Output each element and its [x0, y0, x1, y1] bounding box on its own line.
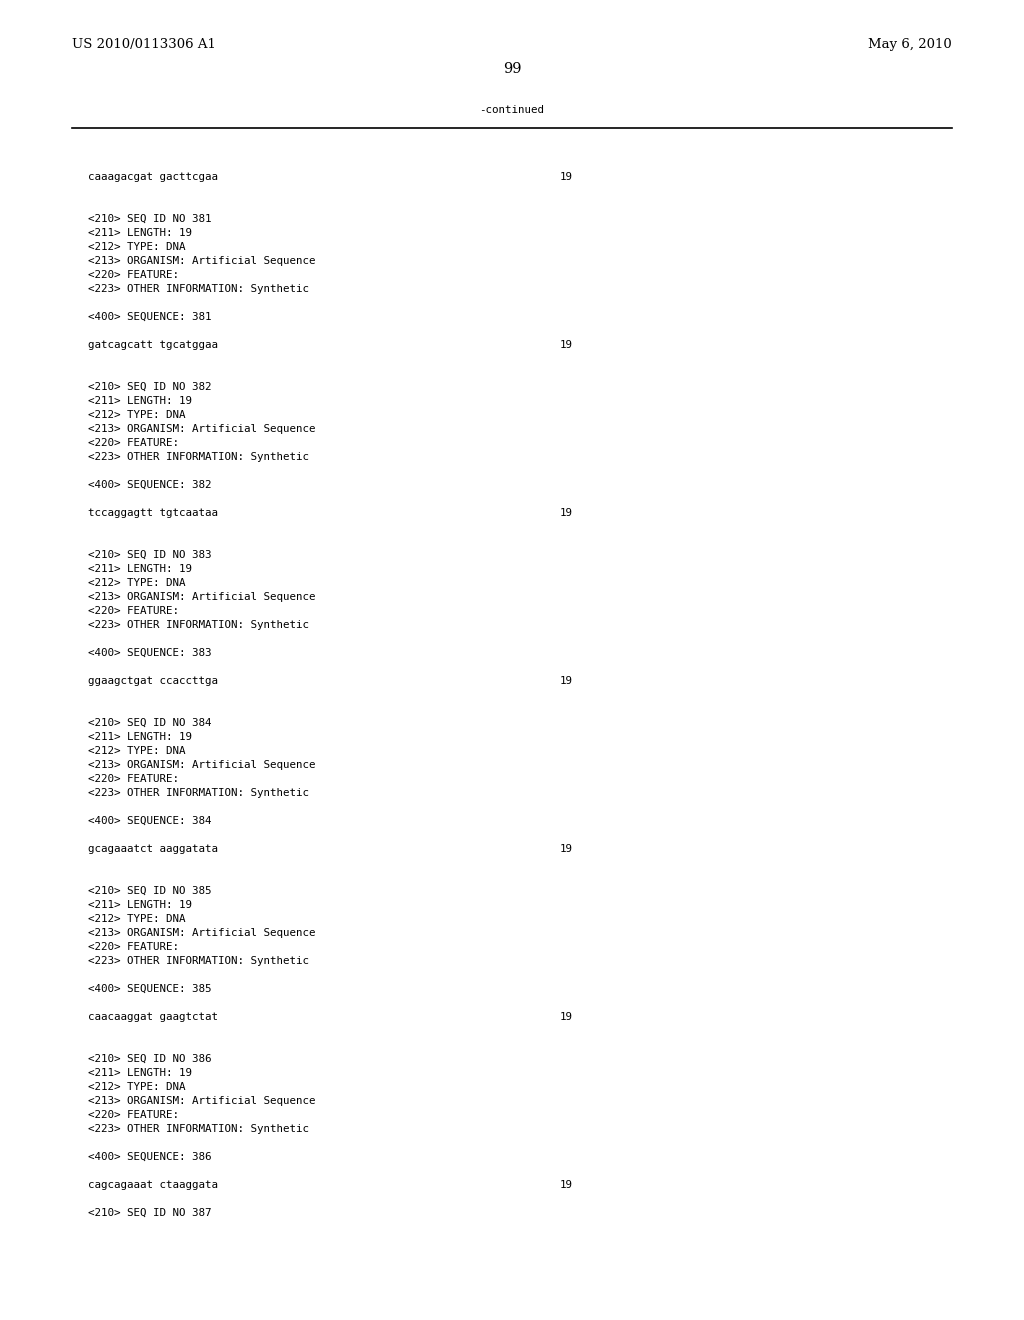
- Text: <210> SEQ ID NO 385: <210> SEQ ID NO 385: [88, 886, 212, 896]
- Text: <213> ORGANISM: Artificial Sequence: <213> ORGANISM: Artificial Sequence: [88, 760, 315, 770]
- Text: <400> SEQUENCE: 384: <400> SEQUENCE: 384: [88, 816, 212, 826]
- Text: gcagaaatct aaggatata: gcagaaatct aaggatata: [88, 843, 218, 854]
- Text: May 6, 2010: May 6, 2010: [868, 38, 952, 51]
- Text: US 2010/0113306 A1: US 2010/0113306 A1: [72, 38, 216, 51]
- Text: <213> ORGANISM: Artificial Sequence: <213> ORGANISM: Artificial Sequence: [88, 424, 315, 434]
- Text: <220> FEATURE:: <220> FEATURE:: [88, 774, 179, 784]
- Text: <223> OTHER INFORMATION: Synthetic: <223> OTHER INFORMATION: Synthetic: [88, 1125, 309, 1134]
- Text: <210> SEQ ID NO 384: <210> SEQ ID NO 384: [88, 718, 212, 729]
- Text: <400> SEQUENCE: 381: <400> SEQUENCE: 381: [88, 312, 212, 322]
- Text: <213> ORGANISM: Artificial Sequence: <213> ORGANISM: Artificial Sequence: [88, 591, 315, 602]
- Text: <223> OTHER INFORMATION: Synthetic: <223> OTHER INFORMATION: Synthetic: [88, 451, 309, 462]
- Text: <211> LENGTH: 19: <211> LENGTH: 19: [88, 1068, 193, 1078]
- Text: 99: 99: [503, 62, 521, 77]
- Text: 19: 19: [560, 676, 573, 686]
- Text: <213> ORGANISM: Artificial Sequence: <213> ORGANISM: Artificial Sequence: [88, 1096, 315, 1106]
- Text: <212> TYPE: DNA: <212> TYPE: DNA: [88, 913, 185, 924]
- Text: <220> FEATURE:: <220> FEATURE:: [88, 271, 179, 280]
- Text: cagcagaaat ctaaggata: cagcagaaat ctaaggata: [88, 1180, 218, 1191]
- Text: 19: 19: [560, 172, 573, 182]
- Text: <223> OTHER INFORMATION: Synthetic: <223> OTHER INFORMATION: Synthetic: [88, 956, 309, 966]
- Text: <212> TYPE: DNA: <212> TYPE: DNA: [88, 411, 185, 420]
- Text: <220> FEATURE:: <220> FEATURE:: [88, 1110, 179, 1119]
- Text: <220> FEATURE:: <220> FEATURE:: [88, 942, 179, 952]
- Text: 19: 19: [560, 508, 573, 517]
- Text: <211> LENGTH: 19: <211> LENGTH: 19: [88, 228, 193, 238]
- Text: <212> TYPE: DNA: <212> TYPE: DNA: [88, 746, 185, 756]
- Text: <220> FEATURE:: <220> FEATURE:: [88, 606, 179, 616]
- Text: <213> ORGANISM: Artificial Sequence: <213> ORGANISM: Artificial Sequence: [88, 256, 315, 267]
- Text: <210> SEQ ID NO 381: <210> SEQ ID NO 381: [88, 214, 212, 224]
- Text: <400> SEQUENCE: 382: <400> SEQUENCE: 382: [88, 480, 212, 490]
- Text: <210> SEQ ID NO 382: <210> SEQ ID NO 382: [88, 381, 212, 392]
- Text: <400> SEQUENCE: 385: <400> SEQUENCE: 385: [88, 983, 212, 994]
- Text: <212> TYPE: DNA: <212> TYPE: DNA: [88, 1082, 185, 1092]
- Text: <223> OTHER INFORMATION: Synthetic: <223> OTHER INFORMATION: Synthetic: [88, 788, 309, 799]
- Text: 19: 19: [560, 341, 573, 350]
- Text: gatcagcatt tgcatggaa: gatcagcatt tgcatggaa: [88, 341, 218, 350]
- Text: <210> SEQ ID NO 383: <210> SEQ ID NO 383: [88, 550, 212, 560]
- Text: <400> SEQUENCE: 383: <400> SEQUENCE: 383: [88, 648, 212, 657]
- Text: ggaagctgat ccaccttga: ggaagctgat ccaccttga: [88, 676, 218, 686]
- Text: 19: 19: [560, 1012, 573, 1022]
- Text: <210> SEQ ID NO 387: <210> SEQ ID NO 387: [88, 1208, 212, 1218]
- Text: <211> LENGTH: 19: <211> LENGTH: 19: [88, 564, 193, 574]
- Text: 19: 19: [560, 843, 573, 854]
- Text: <213> ORGANISM: Artificial Sequence: <213> ORGANISM: Artificial Sequence: [88, 928, 315, 939]
- Text: <223> OTHER INFORMATION: Synthetic: <223> OTHER INFORMATION: Synthetic: [88, 620, 309, 630]
- Text: -continued: -continued: [479, 106, 545, 115]
- Text: <223> OTHER INFORMATION: Synthetic: <223> OTHER INFORMATION: Synthetic: [88, 284, 309, 294]
- Text: tccaggagtt tgtcaataa: tccaggagtt tgtcaataa: [88, 508, 218, 517]
- Text: <400> SEQUENCE: 386: <400> SEQUENCE: 386: [88, 1152, 212, 1162]
- Text: <211> LENGTH: 19: <211> LENGTH: 19: [88, 900, 193, 909]
- Text: caaagacgat gacttcgaa: caaagacgat gacttcgaa: [88, 172, 218, 182]
- Text: <212> TYPE: DNA: <212> TYPE: DNA: [88, 578, 185, 587]
- Text: caacaaggat gaagtctat: caacaaggat gaagtctat: [88, 1012, 218, 1022]
- Text: <210> SEQ ID NO 386: <210> SEQ ID NO 386: [88, 1053, 212, 1064]
- Text: <212> TYPE: DNA: <212> TYPE: DNA: [88, 242, 185, 252]
- Text: <220> FEATURE:: <220> FEATURE:: [88, 438, 179, 447]
- Text: 19: 19: [560, 1180, 573, 1191]
- Text: <211> LENGTH: 19: <211> LENGTH: 19: [88, 396, 193, 407]
- Text: <211> LENGTH: 19: <211> LENGTH: 19: [88, 733, 193, 742]
